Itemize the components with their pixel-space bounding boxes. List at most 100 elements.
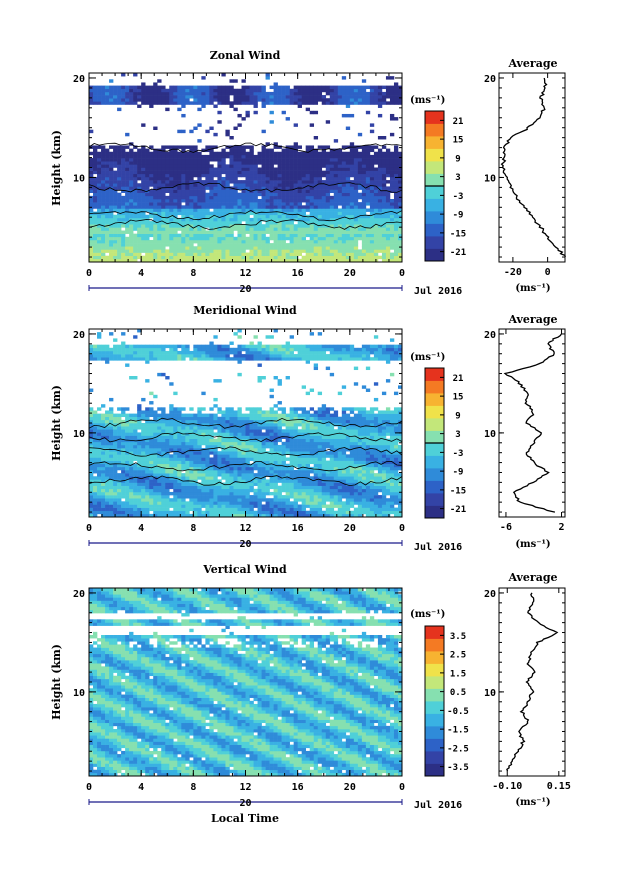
heatmap-cell <box>173 167 178 171</box>
heatmap-cell <box>137 199 142 203</box>
heatmap-cell <box>193 230 198 234</box>
heatmap-cell <box>241 488 246 493</box>
heatmap-cell <box>165 233 170 238</box>
heatmap-cell <box>273 488 278 493</box>
heatmap-cell <box>229 148 234 153</box>
heatmap-cell <box>325 208 331 212</box>
heatmap-cell <box>293 173 298 178</box>
heatmap-cell <box>201 91 206 96</box>
heatmap-cell <box>145 85 150 90</box>
heatmap-cell <box>337 258 343 262</box>
heatmap-cell <box>177 208 182 212</box>
heatmap-cell <box>185 252 190 256</box>
heatmap-cell <box>389 113 395 118</box>
heatmap-cell <box>317 151 323 156</box>
heatmap-cell <box>365 258 371 262</box>
heatmap-cell <box>253 180 258 184</box>
heatmap-cell <box>145 479 150 483</box>
heatmap-cell <box>381 183 387 187</box>
heatmap-cell <box>253 495 258 499</box>
heatmap-cell <box>365 227 371 231</box>
heatmap-cell <box>377 233 383 238</box>
heatmap-cell <box>141 91 146 96</box>
heatmap-cell <box>145 482 150 486</box>
heatmap-cell <box>257 491 262 496</box>
heatmap-cell <box>93 186 98 190</box>
heatmap-cell <box>97 205 102 209</box>
heatmap-cell <box>297 145 302 149</box>
heatmap-cell <box>349 154 355 159</box>
heatmap-cell <box>313 195 319 200</box>
heatmap-cell <box>141 491 146 496</box>
heatmap-cell <box>389 95 395 99</box>
heatmap-cell <box>345 491 351 496</box>
heatmap-cell <box>181 211 186 216</box>
heatmap-cell <box>373 214 379 219</box>
heatmap-cell <box>161 154 166 159</box>
heatmap-cell <box>273 82 278 86</box>
heatmap-cell <box>261 227 266 231</box>
heatmap-cell <box>397 507 402 512</box>
heatmap-cell <box>161 501 166 505</box>
heatmap-cell <box>113 236 118 241</box>
heatmap-cell <box>321 233 327 238</box>
heatmap-cell <box>145 457 150 461</box>
heatmap-cell <box>113 186 118 190</box>
heatmap-cell <box>217 227 222 231</box>
heatmap-cell <box>105 495 110 499</box>
heatmap-cell <box>257 495 262 499</box>
heatmap-cell <box>193 233 198 238</box>
heatmap-cell <box>125 243 130 247</box>
heatmap-cell <box>213 85 218 90</box>
heatmap-cell <box>353 199 359 203</box>
heatmap-cell <box>189 148 194 153</box>
heatmap-cell <box>149 145 154 149</box>
heatmap-cell <box>209 91 214 96</box>
heatmap-cell <box>333 161 339 165</box>
heatmap-cell <box>253 491 258 496</box>
heatmap-cell <box>141 488 146 493</box>
heatmap-cell <box>317 158 323 162</box>
heatmap-cell <box>101 202 106 206</box>
heatmap-cell <box>341 243 347 247</box>
heatmap-cell <box>101 95 106 99</box>
heatmap-cell <box>297 476 302 480</box>
heatmap-cell <box>209 88 214 93</box>
heatmap-cell <box>365 95 371 99</box>
heatmap-cell <box>213 249 218 253</box>
heatmap-cell <box>257 466 262 471</box>
heatmap-cell <box>117 249 122 253</box>
heatmap-cell <box>317 476 323 480</box>
heatmap-cell <box>357 221 363 225</box>
heatmap-cell <box>173 482 178 486</box>
heatmap-cell <box>113 495 118 499</box>
heatmap-cell <box>361 217 367 222</box>
heatmap-cell <box>169 145 174 149</box>
heatmap-cell <box>161 233 166 238</box>
heatmap-cell <box>309 145 315 149</box>
heatmap-cell <box>117 233 122 238</box>
heatmap-cell <box>345 507 351 512</box>
heatmap-cell <box>365 255 371 260</box>
heatmap-cell <box>101 214 106 219</box>
heatmap-cell <box>97 95 102 99</box>
heatmap-cell <box>353 258 359 262</box>
heatmap-cell <box>205 167 210 171</box>
heatmap-cell <box>205 507 210 512</box>
heatmap-cell <box>293 460 298 465</box>
heatmap-cell <box>93 98 98 102</box>
heatmap-cell <box>117 227 122 231</box>
heatmap-cell <box>93 460 98 465</box>
heatmap-cell <box>93 183 98 187</box>
heatmap-cell <box>273 95 278 99</box>
heatmap-cell <box>365 154 371 159</box>
heatmap-cell <box>117 252 122 256</box>
heatmap-cell <box>153 91 158 96</box>
heatmap-cell <box>189 101 194 105</box>
heatmap-cell <box>377 199 383 203</box>
heatmap-cell <box>145 192 150 197</box>
heatmap-cell <box>313 466 319 471</box>
heatmap-cell <box>169 224 174 228</box>
heatmap-cell <box>373 507 379 512</box>
heatmap-cell <box>225 221 230 225</box>
